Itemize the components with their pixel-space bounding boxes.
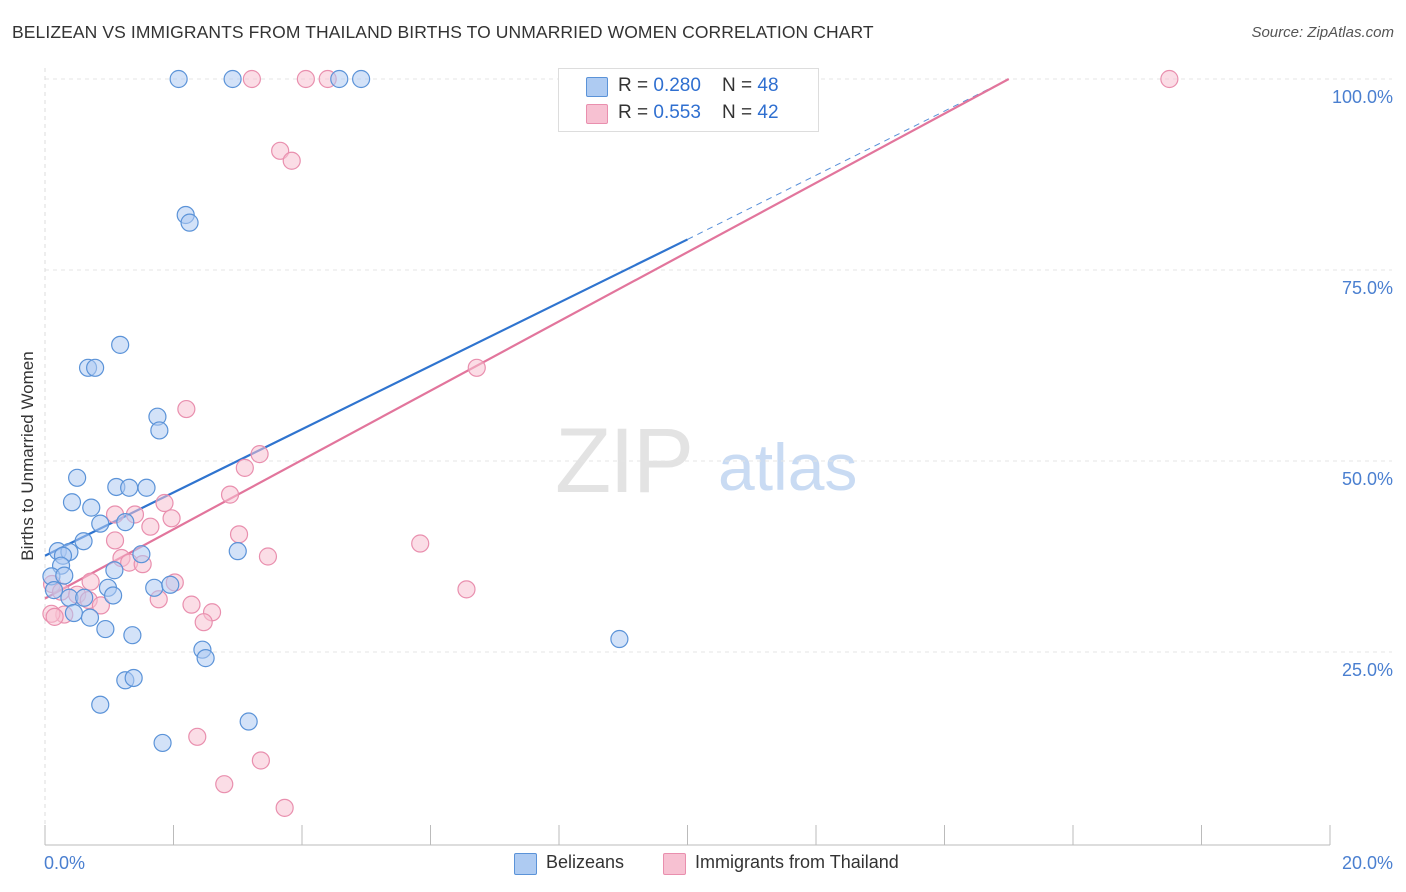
data-point-belizeans — [86, 358, 105, 377]
data-point-thailand — [411, 534, 430, 553]
watermark: ZIP atlas — [555, 410, 857, 512]
data-point-thailand — [215, 775, 234, 794]
legend-r-value: 0.280 — [653, 75, 701, 96]
data-point-thailand — [220, 485, 240, 504]
series-belizeans — [42, 69, 629, 753]
data-point-thailand — [250, 445, 269, 464]
data-point-thailand — [457, 580, 476, 599]
legend-swatch-pink — [663, 853, 686, 875]
series-legend: Belizeans Immigrants from Thailand — [0, 852, 1406, 878]
legend-r-label: R = — [618, 102, 654, 123]
data-point-belizeans — [352, 69, 371, 89]
tick-labels: 25.0% 50.0% 75.0% 100.0% 0.0% 20.0% — [44, 87, 1393, 873]
legend-r-value: 0.553 — [653, 102, 701, 123]
chart-title: BELIZEAN VS IMMIGRANTS FROM THAILAND BIR… — [12, 22, 874, 42]
data-point-belizeans — [68, 468, 87, 487]
x-tick-label-min: 0.0% — [44, 853, 85, 873]
data-point-belizeans — [91, 514, 110, 533]
legend-n-label: N = — [722, 75, 758, 96]
data-point-thailand — [141, 517, 160, 536]
data-point-belizeans — [116, 513, 135, 532]
data-point-belizeans — [239, 712, 258, 731]
data-point-thailand — [91, 596, 110, 615]
legend-n-label: N = — [722, 102, 758, 123]
y-tick-label: 100.0% — [1332, 87, 1393, 107]
data-point-belizeans — [104, 586, 123, 605]
data-point-belizeans — [82, 498, 101, 517]
data-point-thailand — [1160, 69, 1179, 89]
data-point-thailand — [81, 572, 100, 591]
legend-r-label: R = — [618, 75, 654, 96]
gridlines — [45, 78, 1392, 653]
data-point-belizeans — [145, 578, 164, 597]
data-point-thailand — [155, 493, 174, 513]
data-point-thailand — [229, 525, 249, 544]
data-point-belizeans — [150, 421, 169, 440]
legend-n-value: 42 — [757, 102, 779, 123]
data-point-thailand — [194, 613, 213, 632]
legend-swatch-blue — [514, 853, 537, 875]
data-point-belizeans — [228, 542, 247, 561]
data-point-belizeans — [161, 575, 180, 594]
legend-label-belizeans: Belizeans — [546, 852, 625, 872]
data-point-belizeans — [610, 629, 629, 649]
data-point-thailand — [182, 595, 201, 614]
data-point-belizeans — [180, 213, 199, 232]
data-point-belizeans — [74, 532, 93, 551]
data-point-thailand — [105, 531, 125, 550]
data-point-thailand — [251, 751, 270, 770]
data-point-belizeans — [62, 493, 82, 512]
stats-legend: R = 0.280 N = 48 R = 0.553 N = 42 — [558, 68, 819, 132]
data-point-belizeans — [64, 603, 84, 623]
data-point-thailand — [275, 798, 294, 817]
trend-line-belizeans — [44, 238, 688, 557]
data-point-thailand — [467, 358, 486, 377]
y-tick-label: 50.0% — [1342, 469, 1393, 489]
x-tick-label-max: 20.0% — [1342, 853, 1393, 873]
data-point-thailand — [235, 458, 254, 477]
data-point-belizeans — [75, 588, 94, 607]
legend-n-value: 48 — [757, 75, 779, 96]
data-point-belizeans — [137, 478, 156, 497]
legend-label-thailand: Immigrants from Thailand — [695, 852, 899, 872]
data-point-belizeans — [330, 69, 349, 89]
y-tick-label: 75.0% — [1342, 278, 1393, 298]
data-point-belizeans — [196, 649, 215, 668]
data-point-belizeans — [223, 69, 242, 89]
watermark-atlas: atlas — [718, 430, 857, 504]
legend-swatch-blue — [586, 77, 608, 97]
data-point-thailand — [162, 509, 181, 528]
data-point-thailand — [242, 69, 261, 89]
data-point-belizeans — [91, 695, 110, 714]
data-point-thailand — [271, 141, 290, 160]
data-point-belizeans — [169, 69, 188, 89]
data-point-belizeans — [44, 581, 64, 600]
y-tick-label: 25.0% — [1342, 660, 1393, 680]
data-point-belizeans — [80, 608, 100, 627]
x-axis — [44, 68, 1331, 846]
data-point-thailand — [45, 607, 64, 626]
data-point-thailand — [282, 151, 301, 170]
data-point-belizeans — [123, 626, 142, 645]
data-point-belizeans — [111, 335, 130, 354]
data-point-belizeans — [124, 668, 143, 688]
data-point-thailand — [258, 547, 278, 566]
source-label: Source: ZipAtlas.com — [1251, 24, 1394, 41]
data-point-thailand — [296, 69, 315, 89]
legend-swatch-pink — [586, 104, 608, 124]
data-point-thailand — [177, 399, 196, 419]
data-point-belizeans — [132, 545, 151, 564]
trend-line-thailand — [44, 78, 1010, 600]
data-point-belizeans — [55, 566, 74, 585]
trend-lines — [44, 78, 1010, 600]
data-point-thailand — [188, 727, 207, 746]
data-point-belizeans — [153, 733, 172, 753]
data-point-belizeans — [105, 561, 124, 580]
data-point-belizeans — [120, 478, 139, 497]
data-point-belizeans — [96, 619, 115, 639]
trend-line-belizeans-extension — [687, 78, 1009, 240]
